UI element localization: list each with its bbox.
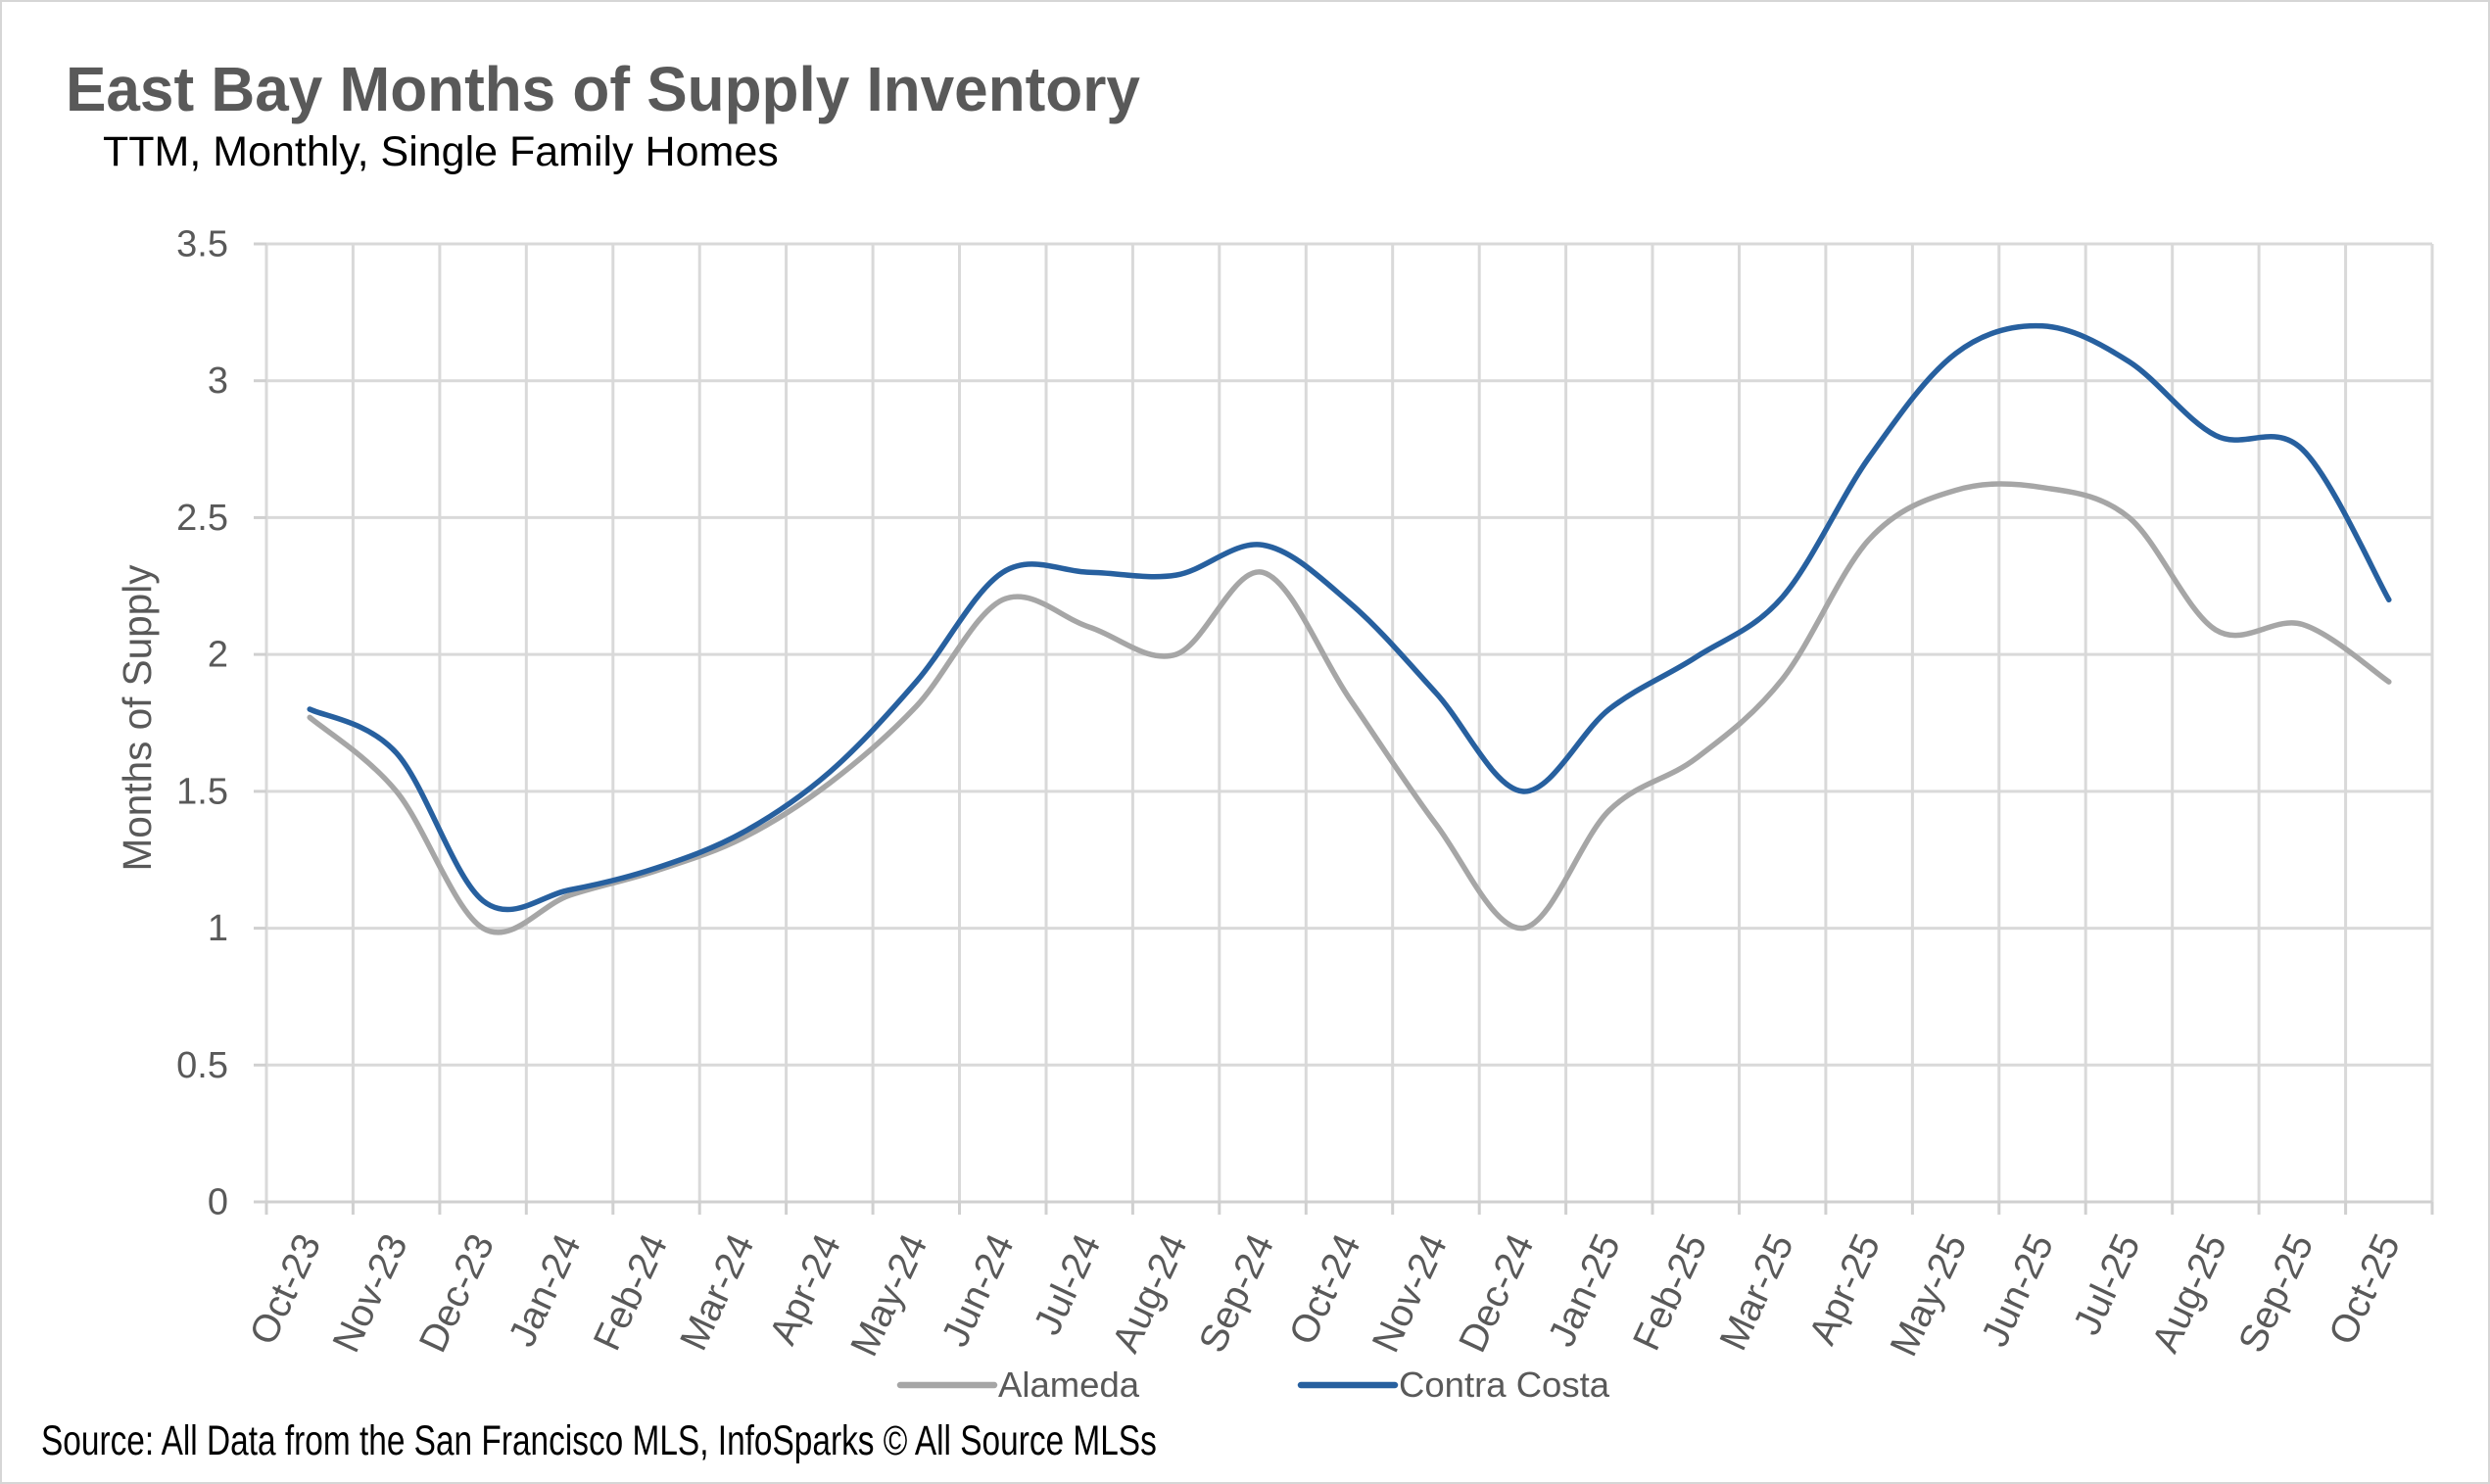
svg-text:Nov-23: Nov-23: [324, 1227, 416, 1359]
svg-text:1.5: 1.5: [176, 771, 228, 812]
svg-text:Jul-25: Jul-25: [2065, 1227, 2148, 1341]
svg-text:Jul-24: Jul-24: [1026, 1227, 1109, 1341]
svg-text:Nov-24: Nov-24: [1364, 1227, 1456, 1359]
svg-text:Contra Costa: Contra Costa: [1399, 1364, 1610, 1405]
svg-text:2.5: 2.5: [176, 498, 228, 539]
svg-text:0: 0: [208, 1182, 228, 1223]
svg-text:Alameda: Alameda: [998, 1364, 1140, 1405]
svg-text:Dec-24: Dec-24: [1451, 1227, 1543, 1359]
svg-text:Mar-25: Mar-25: [1711, 1227, 1802, 1357]
svg-text:Months of Supply: Months of Supply: [115, 564, 160, 872]
svg-text:Oct-24: Oct-24: [1281, 1227, 1369, 1351]
svg-text:Aug-25: Aug-25: [2143, 1227, 2235, 1359]
svg-text:May-25: May-25: [1882, 1227, 1976, 1363]
svg-text:Oct-25: Oct-25: [2321, 1227, 2409, 1351]
svg-text:3: 3: [208, 360, 228, 402]
svg-text:May-24: May-24: [842, 1227, 936, 1363]
svg-text:Jan-25: Jan-25: [1540, 1227, 1629, 1353]
svg-text:Apr-25: Apr-25: [1800, 1227, 1889, 1351]
svg-text:Aug-24: Aug-24: [1104, 1227, 1196, 1359]
svg-text:Mar-24: Mar-24: [672, 1227, 763, 1357]
svg-text:1: 1: [208, 908, 228, 949]
svg-text:Sep-24: Sep-24: [1191, 1227, 1283, 1359]
svg-text:0.5: 0.5: [176, 1045, 228, 1086]
svg-text:Sep-25: Sep-25: [2230, 1227, 2322, 1359]
svg-text:Jun-25: Jun-25: [1973, 1227, 2062, 1353]
svg-text:Dec-23: Dec-23: [411, 1227, 503, 1359]
svg-text:3.5: 3.5: [176, 224, 228, 265]
svg-text:Jan-24: Jan-24: [501, 1227, 590, 1353]
svg-text:2: 2: [208, 635, 228, 676]
svg-text:Feb-25: Feb-25: [1625, 1227, 1716, 1357]
svg-text:Jun-24: Jun-24: [934, 1227, 1023, 1353]
svg-text:Oct-23: Oct-23: [241, 1227, 329, 1351]
svg-text:Apr-24: Apr-24: [761, 1227, 849, 1351]
svg-text:Feb-24: Feb-24: [585, 1227, 676, 1357]
